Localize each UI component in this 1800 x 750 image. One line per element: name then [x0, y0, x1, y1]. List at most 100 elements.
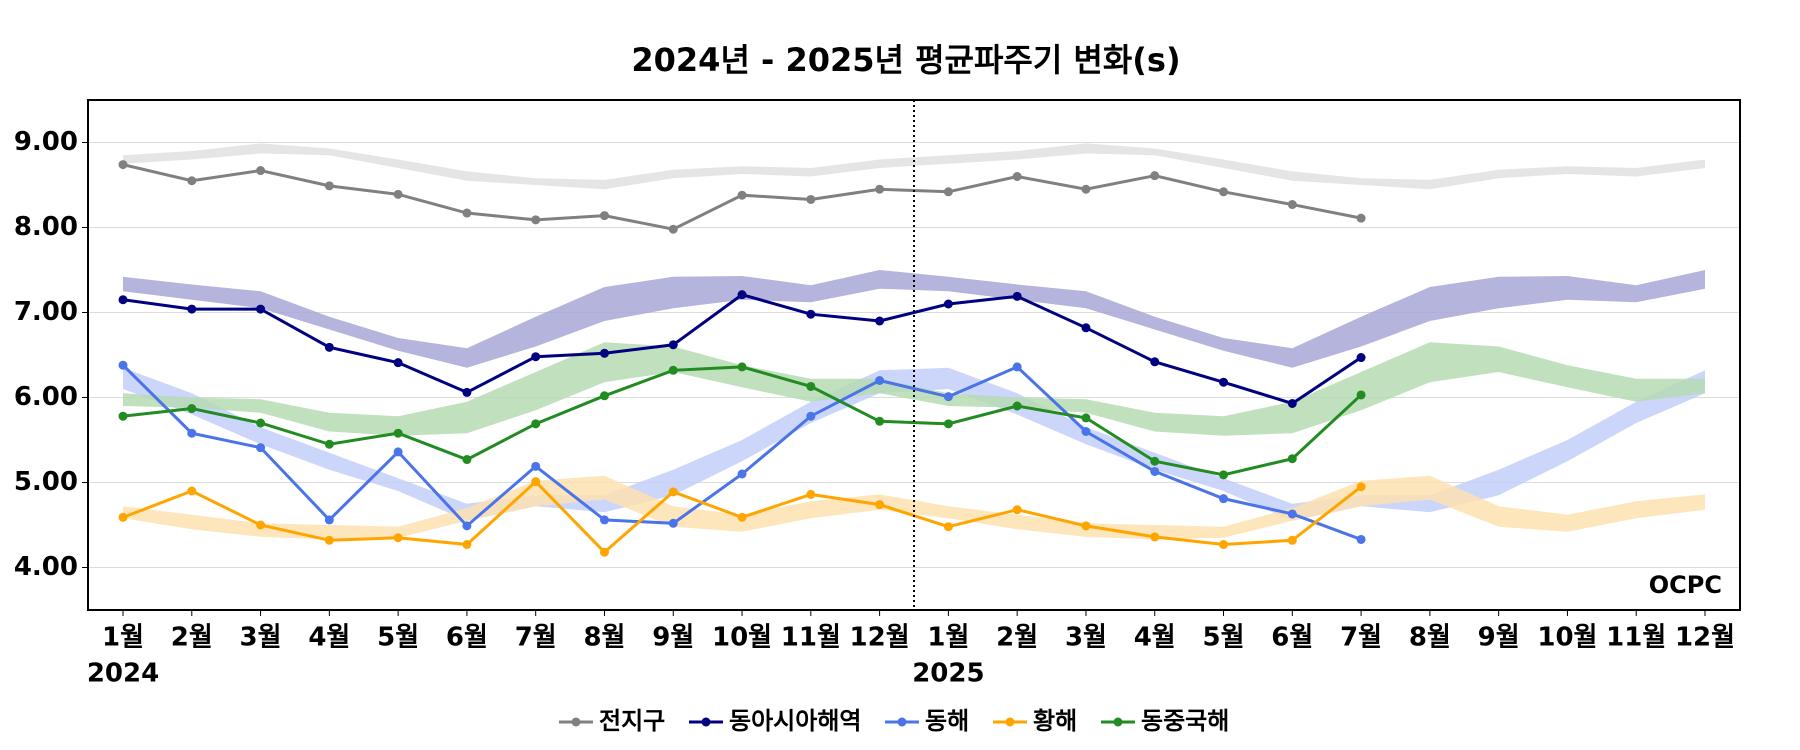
data-point	[1287, 398, 1297, 408]
data-point	[118, 411, 128, 421]
data-point	[118, 512, 128, 522]
data-point	[1150, 456, 1160, 466]
data-point	[806, 381, 816, 391]
climatology-band	[123, 270, 1705, 368]
data-point	[1081, 521, 1091, 531]
data-point	[1219, 470, 1229, 480]
data-point	[875, 184, 885, 194]
legend-label: 전지구	[599, 707, 665, 735]
data-point	[1219, 377, 1229, 387]
x-tick-label: 10월	[712, 623, 772, 653]
data-point	[531, 461, 541, 471]
data-point	[668, 365, 678, 375]
legend-marker	[1113, 717, 1123, 727]
data-point	[393, 358, 403, 368]
data-point	[1012, 172, 1022, 181]
x-tick-label: 9월	[1478, 623, 1520, 653]
chart-title: 2024년 - 2025년 평균파주기 변화(s)	[631, 41, 1180, 79]
data-point	[1081, 184, 1091, 194]
legend-label: 동중국해	[1141, 707, 1229, 735]
y-tick-label: 7.00	[14, 297, 78, 327]
data-point	[118, 295, 128, 305]
legend-label: 황해	[1033, 707, 1077, 735]
data-point	[1356, 353, 1366, 363]
data-point	[187, 304, 197, 314]
year-label: 2025	[912, 659, 984, 689]
legend-marker	[897, 717, 907, 727]
data-point	[187, 404, 197, 414]
data-point	[256, 166, 266, 176]
data-point	[256, 418, 266, 428]
data-point	[1287, 509, 1297, 519]
x-tick-label: 1월	[927, 623, 969, 653]
data-point	[531, 419, 541, 429]
data-point	[1012, 291, 1022, 301]
climatology-band	[123, 475, 1705, 540]
x-tick-label: 5월	[1203, 623, 1245, 653]
data-point	[462, 387, 472, 397]
data-point	[875, 500, 885, 510]
y-tick-label: 9.00	[14, 127, 78, 157]
data-point	[256, 520, 266, 530]
data-point	[187, 176, 197, 186]
data-point	[943, 392, 953, 402]
data-point	[737, 190, 747, 200]
x-tick-label: 4월	[308, 623, 350, 653]
data-point	[1219, 187, 1229, 197]
data-point	[943, 187, 953, 197]
data-point	[806, 411, 816, 421]
data-point	[599, 547, 609, 557]
legend-marker	[571, 717, 581, 727]
x-tick-label: 11월	[1606, 623, 1666, 653]
data-point	[599, 515, 609, 525]
data-point	[531, 352, 541, 362]
data-point	[668, 340, 678, 350]
data-point	[324, 515, 334, 525]
data-point	[324, 342, 334, 352]
data-point	[737, 290, 747, 300]
x-tick-label: 4월	[1134, 623, 1176, 653]
data-point	[1287, 200, 1297, 210]
data-point	[599, 211, 609, 221]
data-point	[531, 215, 541, 225]
data-point	[1150, 466, 1160, 476]
data-point	[324, 181, 334, 191]
legend-marker	[1005, 717, 1015, 727]
x-tick-label: 7월	[1340, 623, 1382, 653]
x-tick-label: 8월	[583, 623, 625, 653]
data-point	[943, 522, 953, 532]
data-point	[599, 391, 609, 401]
data-point	[943, 299, 953, 309]
data-point	[806, 489, 816, 499]
data-point	[1012, 362, 1022, 372]
data-point	[462, 521, 472, 531]
legend-marker	[701, 717, 711, 727]
data-point	[531, 477, 541, 487]
x-tick-label: 12월	[850, 623, 910, 653]
data-point	[118, 360, 128, 370]
data-point	[1081, 427, 1091, 436]
x-tick-label: 6월	[1271, 623, 1313, 653]
data-point	[668, 487, 678, 497]
x-tick-label: 2월	[171, 623, 213, 653]
data-point	[256, 304, 266, 314]
legend-label: 동해	[925, 707, 969, 735]
data-point	[1150, 171, 1160, 181]
data-point	[1219, 540, 1229, 550]
x-tick-label: 6월	[446, 623, 488, 653]
data-point	[1356, 213, 1366, 223]
data-point	[118, 160, 128, 170]
data-point	[462, 455, 472, 465]
x-tick-label: 11월	[781, 623, 841, 653]
x-tick-label: 8월	[1409, 623, 1451, 653]
data-point	[1356, 390, 1366, 400]
data-point	[1081, 323, 1091, 333]
data-point	[1081, 413, 1091, 423]
logo: OCPC	[1649, 571, 1722, 599]
data-point	[1287, 454, 1297, 464]
data-point	[1150, 532, 1160, 542]
data-point	[737, 512, 747, 522]
data-point	[393, 447, 403, 457]
data-point	[1356, 482, 1366, 492]
